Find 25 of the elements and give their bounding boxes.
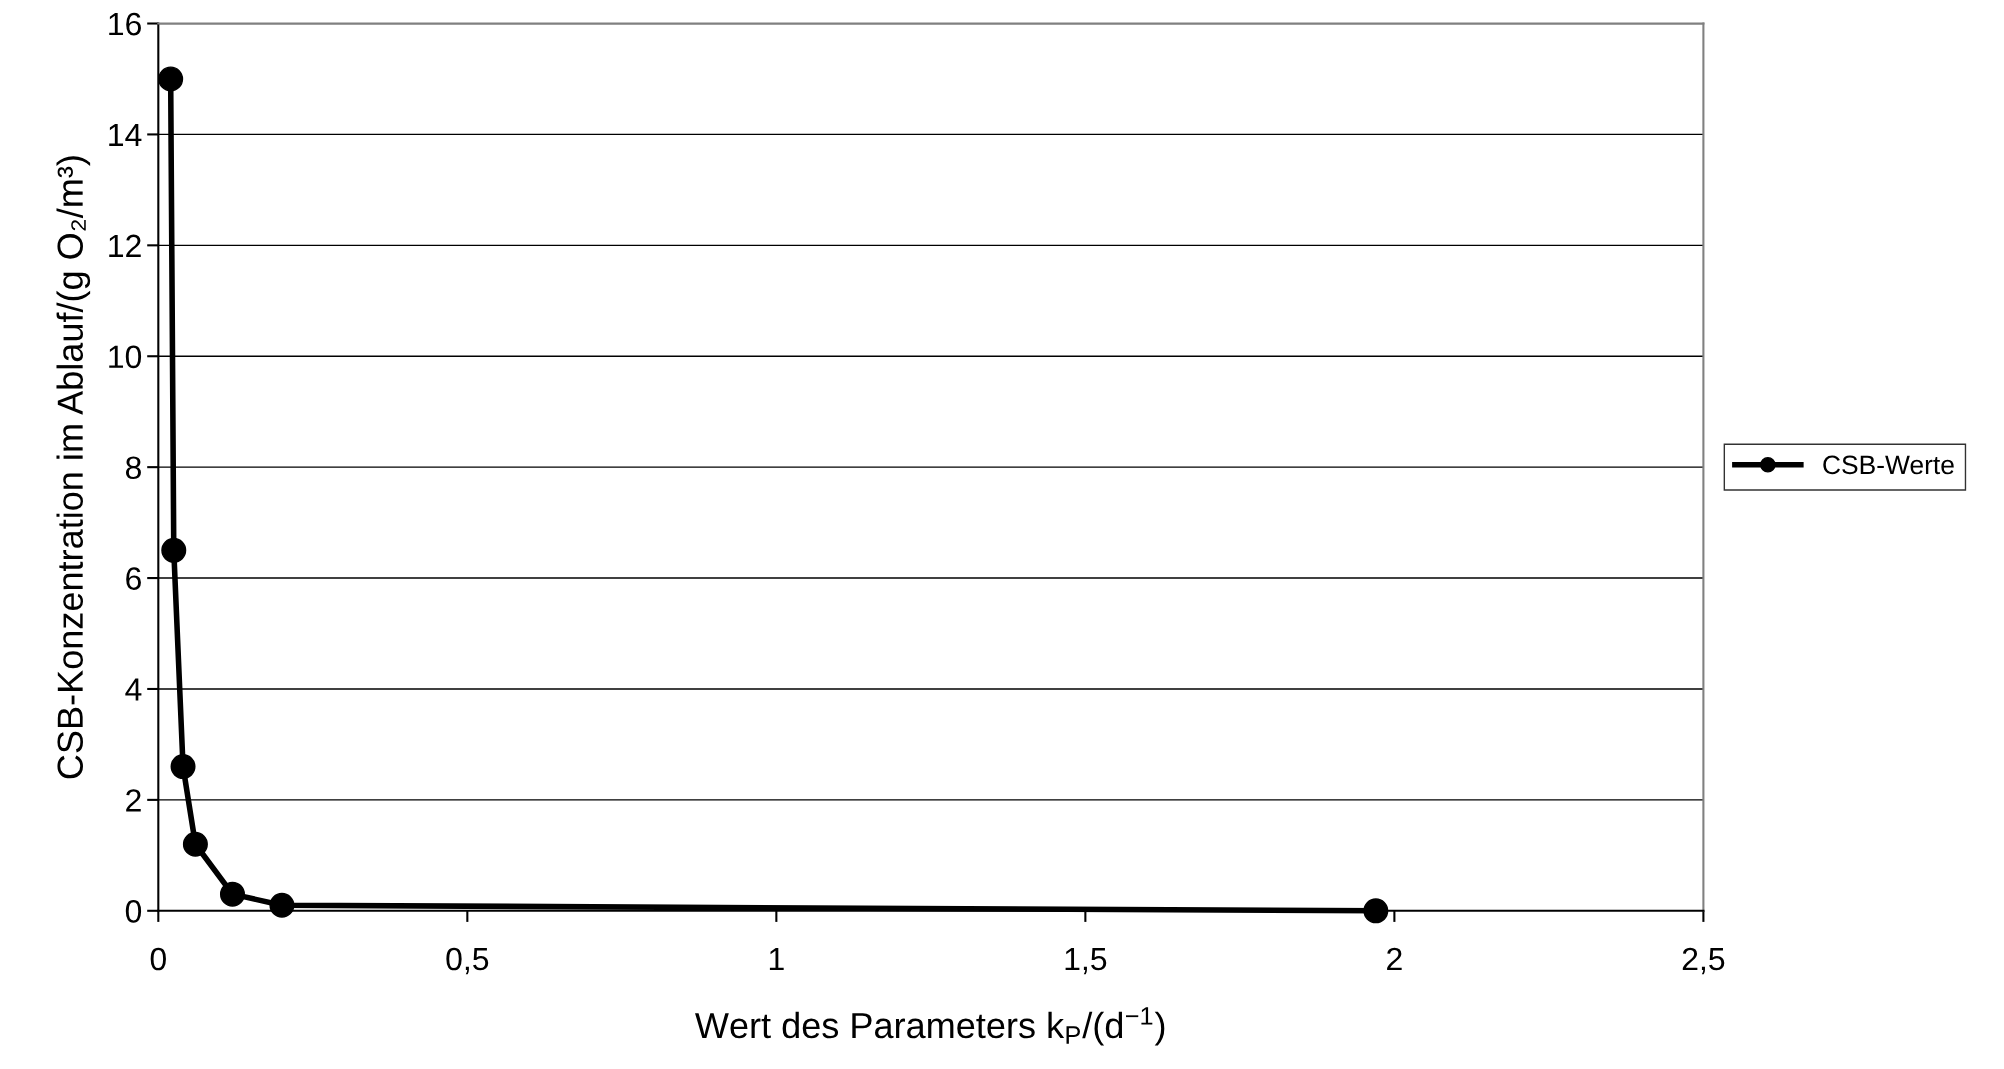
point: [269, 892, 295, 918]
x-tick-label: 1,5: [1065, 948, 1107, 975]
y-tick-label: 8: [125, 456, 141, 480]
x-tick-label: 0: [150, 947, 166, 971]
x-tick-label: 0,5: [446, 947, 489, 975]
x-tick-label: 2,5: [1682, 947, 1725, 975]
point: [170, 754, 196, 780]
y-tick-label: 2: [126, 789, 141, 812]
x-axis-title: Wert des Parameters k$_{P}$/(d$^{−1}$): [695, 1007, 1165, 1046]
y-tick-label: 6: [126, 567, 141, 590]
point: [182, 831, 208, 857]
y-tick-label: 12: [109, 234, 141, 257]
x-tick-label: 1: [769, 948, 784, 971]
y-tick-label: 4: [125, 678, 142, 701]
point: [161, 537, 187, 563]
legend-label: CSB-Werte: [1823, 455, 1954, 475]
point: [158, 66, 184, 92]
y-tick-label: 14: [109, 124, 142, 146]
point: [219, 881, 245, 907]
y-tick-label: 10: [109, 345, 142, 369]
y-tick-label: 16: [109, 12, 141, 36]
y-axis-title: CSB-Konzentration im Ablauf/(g O₂/m³): [56, 156, 91, 779]
x-tick-label: 2: [1387, 947, 1402, 971]
y-tick-label: 0: [125, 900, 142, 923]
point: [1363, 898, 1389, 924]
